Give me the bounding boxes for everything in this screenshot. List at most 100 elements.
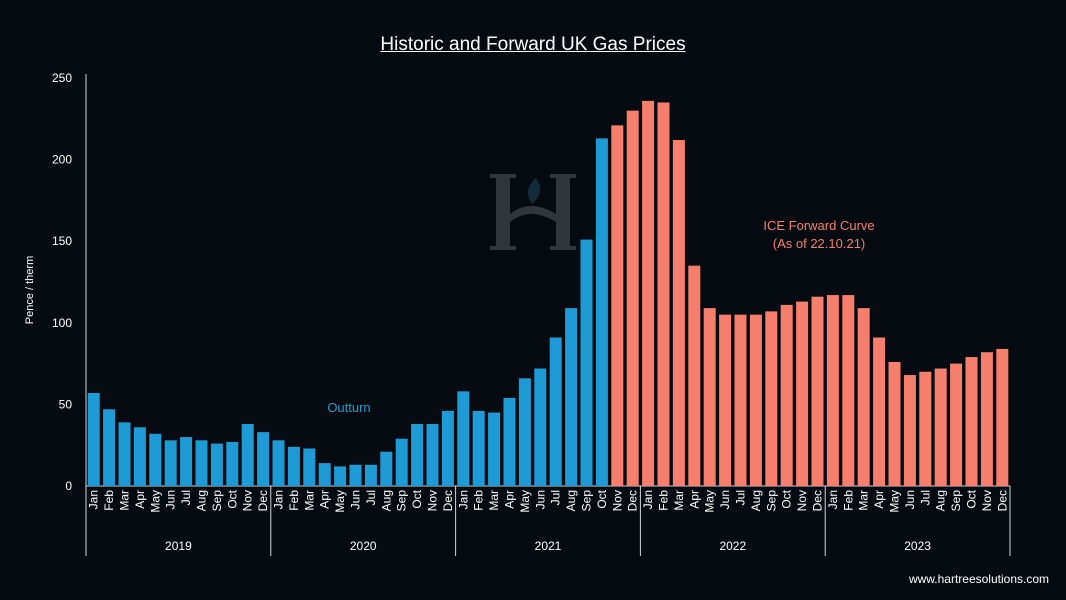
outturn-bar — [441, 410, 454, 486]
outturn-bar — [87, 392, 100, 486]
x-tick-label-month: Feb — [841, 490, 855, 511]
x-tick-label-month: Apr — [503, 490, 517, 509]
outturn-bar — [149, 433, 162, 486]
outturn-bar — [133, 427, 146, 486]
forward-curve-bar — [765, 311, 778, 486]
y-tick-label: 50 — [59, 397, 73, 411]
outturn-bar — [518, 378, 531, 486]
x-tick-label-month: Jul — [364, 490, 378, 505]
outturn-bar — [595, 138, 608, 486]
x-tick-label-month: Jun — [533, 490, 547, 509]
x-tick-label-month: Mar — [118, 490, 132, 511]
outturn-bar — [257, 432, 270, 486]
x-tick-label-month: Jan — [456, 490, 470, 509]
forward-curve-bar — [811, 296, 824, 486]
y-tick-label: 250 — [52, 71, 72, 85]
x-tick-label-month: Jun — [164, 490, 178, 509]
x-tick-label-month: May — [518, 490, 532, 513]
x-tick-label-month: Jun — [349, 490, 363, 509]
outturn-bar — [426, 423, 439, 486]
forward-curve-bar — [965, 357, 978, 486]
outturn-bar — [303, 448, 316, 486]
x-tick-label-month: Jan — [826, 490, 840, 509]
forward-curve-bar — [980, 352, 993, 486]
x-tick-label-month: Jun — [903, 490, 917, 509]
x-tick-label-year: 2019 — [165, 539, 192, 553]
forward-curve-bar — [688, 265, 701, 486]
x-tick-label-month: Jul — [734, 490, 748, 505]
x-tick-label-month: Sep — [949, 490, 963, 512]
outturn-bar — [549, 337, 562, 486]
forward-curve-bar — [842, 295, 855, 486]
forward-curve-bar — [796, 301, 809, 486]
x-tick-label-year: 2020 — [350, 539, 377, 553]
x-tick-label-month: Oct — [965, 489, 979, 508]
x-tick-label-month: Oct — [410, 489, 424, 508]
x-tick-label-month: Nov — [795, 490, 809, 511]
x-tick-label-month: Sep — [395, 490, 409, 512]
outturn-bar — [180, 437, 193, 486]
x-tick-label-month: Apr — [687, 490, 701, 509]
x-tick-label-month: Aug — [379, 490, 393, 511]
x-tick-label-month: Jul — [179, 490, 193, 505]
forward-curve-bar — [734, 314, 747, 486]
outturn-bar — [164, 440, 177, 486]
outturn-bar — [534, 368, 547, 486]
outturn-bar — [411, 423, 424, 486]
x-tick-label-month: Feb — [287, 490, 301, 511]
forward-curve-bar — [888, 361, 901, 486]
outturn-bar — [457, 391, 470, 486]
x-tick-label-month: Nov — [241, 490, 255, 511]
x-tick-label-month: Dec — [995, 490, 1009, 511]
x-tick-label-month: Jan — [87, 490, 101, 509]
x-tick-label-month: Jan — [272, 490, 286, 509]
y-tick-label: 150 — [52, 234, 72, 248]
outturn-bar — [210, 443, 223, 486]
annotation-outturn: Outturn — [327, 400, 370, 415]
y-tick-label: 0 — [65, 479, 72, 493]
x-tick-label-month: Feb — [657, 490, 671, 511]
x-tick-label-month: Jul — [918, 490, 932, 505]
x-tick-label-month: Jan — [641, 490, 655, 509]
outturn-bar — [195, 440, 208, 486]
x-tick-label-month: Aug — [564, 490, 578, 511]
forward-curve-bar — [873, 337, 886, 486]
x-tick-label-month: Aug — [749, 490, 763, 511]
x-tick-label-month: Dec — [626, 490, 640, 511]
x-tick-label-month: Jul — [549, 490, 563, 505]
annotation-forward-curve: ICE Forward Curve — [763, 218, 874, 233]
x-tick-label-month: Dec — [256, 490, 270, 511]
forward-curve-bar — [996, 348, 1009, 486]
x-tick-label-month: Nov — [426, 490, 440, 511]
forward-curve-bar — [919, 371, 932, 486]
y-tick-label: 200 — [52, 153, 72, 167]
x-tick-label-year: 2023 — [904, 539, 931, 553]
x-tick-label-month: Nov — [980, 490, 994, 511]
forward-curve-bar — [642, 100, 655, 486]
outturn-bar — [349, 464, 362, 486]
outturn-bar — [287, 446, 300, 486]
outturn-bar — [565, 308, 578, 486]
x-tick-label-month: Sep — [764, 490, 778, 512]
forward-curve-bar — [703, 308, 716, 486]
annotation-forward-date: (As of 22.10.21) — [773, 236, 866, 251]
outturn-bar — [395, 438, 408, 486]
hartree-h-logo-icon — [490, 174, 576, 250]
x-tick-label-month: Sep — [210, 490, 224, 512]
forward-curve-bar — [626, 110, 639, 486]
x-tick-label-month: Apr — [318, 490, 332, 509]
x-tick-label-month: Dec — [811, 490, 825, 511]
outturn-bar — [488, 412, 501, 486]
outturn-bar — [580, 239, 593, 486]
forward-curve-bar — [719, 314, 732, 486]
outturn-bar — [103, 409, 116, 486]
x-tick-label-month: Mar — [302, 490, 316, 511]
x-tick-label-month: Oct — [225, 489, 239, 508]
forward-curve-bar — [749, 314, 762, 486]
x-tick-label-month: Feb — [472, 490, 486, 511]
x-tick-label-month: Feb — [102, 490, 116, 511]
outturn-bar — [364, 464, 377, 486]
x-tick-label-month: Nov — [610, 490, 624, 511]
